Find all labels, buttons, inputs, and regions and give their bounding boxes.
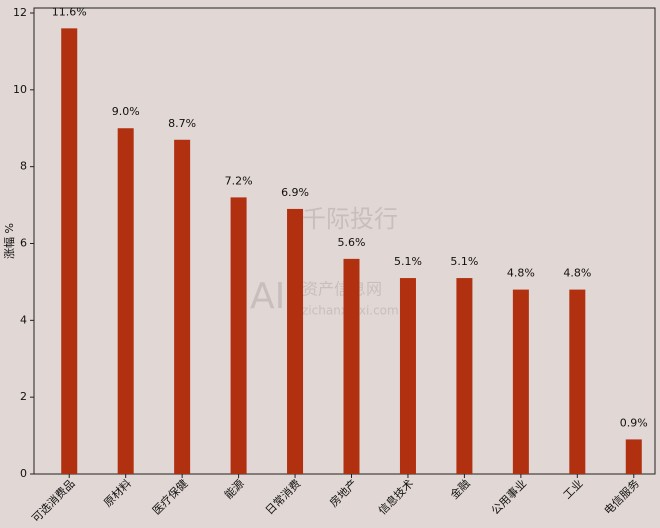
bar [625, 439, 642, 474]
watermark: 千际投行 [302, 205, 398, 233]
value-label: 5.1% [450, 255, 478, 268]
value-label: 11.6% [52, 5, 87, 18]
bar [569, 289, 586, 474]
bar [343, 258, 360, 474]
bar [61, 28, 78, 475]
value-label: 0.9% [620, 416, 648, 429]
bar [287, 208, 304, 474]
bar [399, 278, 416, 474]
watermark: 资产信息网 [302, 280, 382, 299]
watermark: AI [250, 276, 285, 317]
bar [230, 197, 247, 474]
value-label: 7.2% [225, 174, 253, 187]
value-label: 5.1% [394, 255, 422, 268]
value-label: 5.6% [338, 236, 366, 249]
y-tick-label: 10 [13, 83, 27, 96]
value-label: 4.8% [563, 267, 591, 280]
value-label: 6.9% [281, 186, 309, 199]
bar [117, 128, 134, 474]
y-tick-label: 8 [20, 160, 27, 173]
y-tick-label: 0 [20, 467, 27, 480]
y-tick-label: 6 [20, 236, 27, 249]
value-label: 8.7% [168, 117, 196, 130]
bar [174, 139, 191, 474]
bar [512, 289, 529, 474]
y-axis-label: 涨幅 % [3, 223, 16, 259]
y-tick-label: 12 [13, 6, 27, 19]
value-label: 9.0% [112, 105, 140, 118]
y-tick-label: 2 [20, 390, 27, 403]
bar [456, 278, 473, 474]
value-label: 4.8% [507, 267, 535, 280]
y-tick-label: 4 [20, 313, 27, 326]
